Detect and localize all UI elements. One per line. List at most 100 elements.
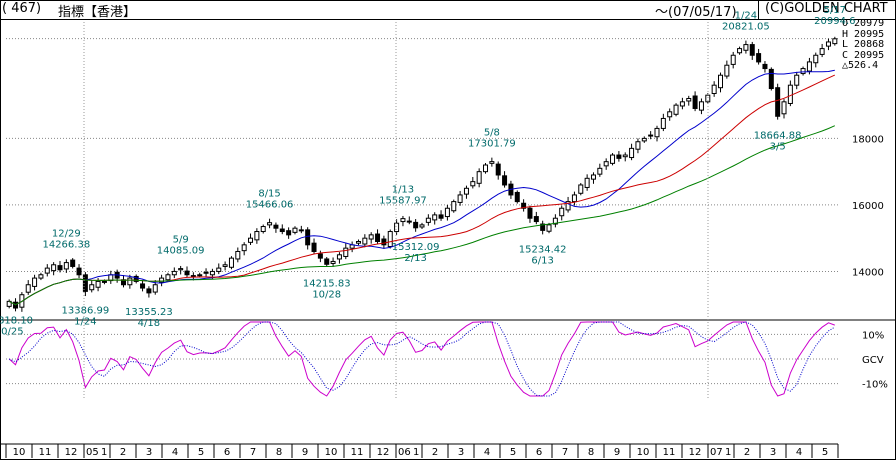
- candle-body: [286, 230, 292, 236]
- candle-body: [432, 214, 438, 221]
- month-label: 9: [614, 447, 620, 458]
- annotation-value: 15587.97: [379, 196, 427, 207]
- candle-body: [254, 231, 260, 241]
- index-code: ( 467): [2, 1, 42, 16]
- price-tick-label: 16000: [852, 201, 884, 212]
- candle-body: [819, 48, 825, 55]
- candle-body: [241, 244, 247, 252]
- candle-body: [622, 154, 628, 158]
- candle-body: [787, 84, 793, 104]
- candle-body: [82, 274, 88, 292]
- annotation-value: 15234.42: [519, 244, 567, 255]
- month-label: 8: [276, 447, 282, 458]
- candle-body: [559, 207, 565, 217]
- candle-body: [813, 54, 819, 64]
- candle-body: [711, 84, 717, 95]
- oscillator-signal: [8, 321, 836, 397]
- candle-body: [610, 154, 616, 164]
- annotation-date: 5/17: [824, 5, 846, 16]
- candle-body: [209, 270, 215, 276]
- price-tick-label: 18000: [852, 134, 884, 145]
- candle-body: [495, 163, 501, 176]
- annotation-value: 20994.6: [814, 16, 855, 27]
- candle-body: [425, 217, 431, 223]
- annotation-date: 6/13: [531, 255, 553, 266]
- month-label: 5: [822, 447, 828, 458]
- candle-body: [800, 68, 806, 75]
- year-marker: 05: [86, 447, 99, 458]
- candle-body: [762, 63, 768, 70]
- candle-body: [781, 101, 787, 115]
- annotation-date: 4/18: [138, 318, 160, 329]
- candle-body: [178, 268, 184, 271]
- candle-body: [260, 226, 266, 233]
- month-label: 6: [536, 447, 542, 458]
- chart-header: ( 467) 指標【香港】 ～(07/05/17) (C)GOLDEN CHAR…: [0, 0, 896, 20]
- candle-body: [679, 101, 685, 107]
- candle-body: [463, 187, 469, 195]
- month-label: 7: [562, 447, 568, 458]
- candle-body: [368, 234, 374, 240]
- candle-body: [203, 271, 209, 274]
- month-label: 4: [796, 447, 802, 458]
- candle-body: [375, 233, 381, 243]
- candle-body: [413, 221, 419, 229]
- candle-body: [235, 250, 241, 260]
- candle-body: [584, 177, 590, 188]
- candle-body: [832, 38, 838, 45]
- candle-body: [476, 171, 482, 184]
- candle-body: [51, 264, 57, 272]
- month-label: 3: [146, 447, 152, 458]
- annotation-value: 15466.06: [246, 200, 294, 211]
- ohlc-high: H 20995: [842, 28, 885, 40]
- candle-body: [140, 283, 146, 289]
- month-label: 1: [725, 447, 731, 458]
- candle-body: [444, 207, 450, 218]
- annotation-value: 14266.38: [42, 240, 90, 251]
- candle-body: [565, 201, 571, 211]
- candle-body: [648, 134, 654, 137]
- candle-body: [552, 217, 558, 225]
- candle-body: [603, 161, 609, 167]
- oscillator-level-label: 10%: [862, 330, 884, 341]
- month-label: 10: [637, 447, 650, 458]
- candle-body: [298, 229, 304, 232]
- month-label: 12: [377, 447, 390, 458]
- month-label: 10: [325, 447, 338, 458]
- ohlc-low: L 20868: [842, 39, 885, 50]
- year-marker: 06: [398, 447, 411, 458]
- candle-body: [355, 241, 361, 244]
- candle-body: [470, 181, 476, 187]
- candle-body: [483, 164, 489, 173]
- month-label: 11: [663, 447, 676, 458]
- candle-body: [533, 216, 539, 223]
- candle-body: [698, 101, 704, 111]
- candle-body: [673, 104, 679, 115]
- candle-body: [654, 127, 660, 138]
- month-label: 4: [484, 447, 490, 458]
- candle-body: [457, 194, 463, 203]
- candle-body: [571, 194, 577, 203]
- date-range: ～(07/05/17): [655, 5, 737, 20]
- annotation-value: 14085.09: [157, 246, 205, 257]
- month-label: 12: [65, 447, 78, 458]
- candle-body: [406, 220, 412, 223]
- candle-body: [806, 61, 812, 72]
- candle-body: [222, 264, 228, 267]
- moving-average-short: [8, 69, 835, 306]
- candle-body: [330, 260, 336, 264]
- candle-body: [730, 54, 736, 65]
- candle-body: [451, 201, 457, 212]
- month-label: 8: [588, 447, 594, 458]
- candle-body: [317, 253, 323, 259]
- candle-body: [775, 87, 781, 117]
- candle-body: [394, 222, 400, 233]
- candle-body: [25, 284, 31, 293]
- month-label: 2: [744, 447, 750, 458]
- candle-body: [718, 74, 724, 89]
- month-label: 3: [458, 447, 464, 458]
- annotation-date: 1/13: [392, 185, 414, 196]
- candle-body: [381, 238, 387, 246]
- annotation-value: 20821.05: [722, 22, 770, 33]
- candle-body: [133, 275, 139, 282]
